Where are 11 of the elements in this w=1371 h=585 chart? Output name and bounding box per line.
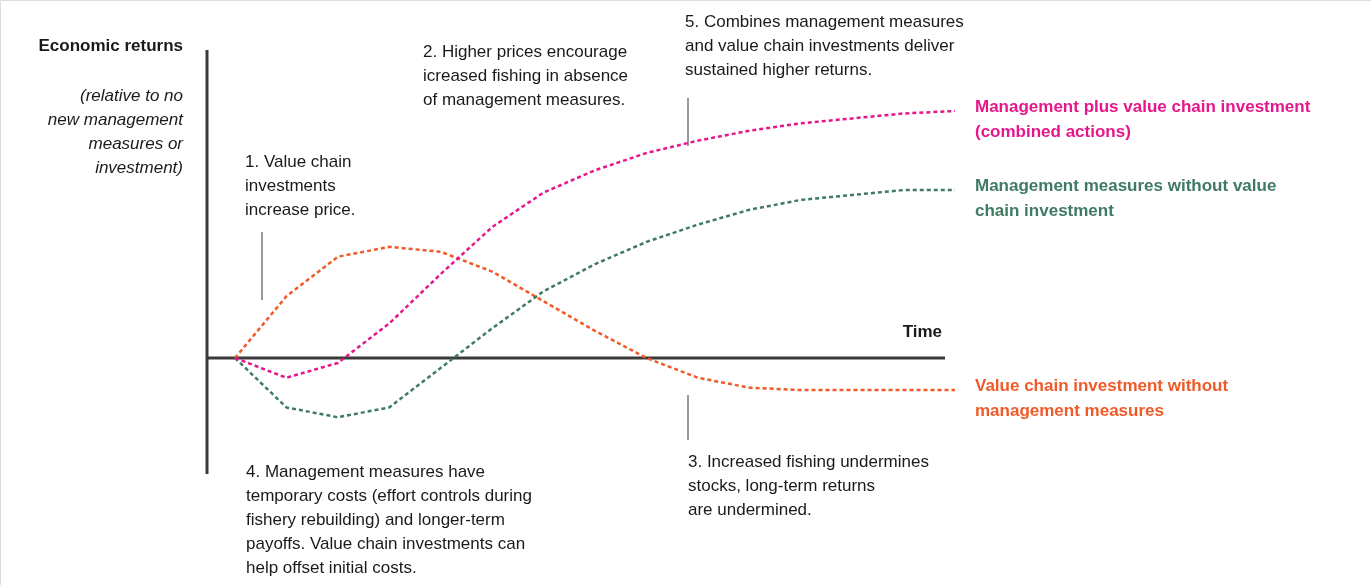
series-label: Management plus value chain investment (combined actions) [975, 97, 1311, 141]
y-axis-title: Economic returns [38, 36, 183, 55]
text: (relative to no new management measures or investment) [47, 86, 185, 177]
x-axis-title: Time [902, 322, 942, 341]
text: 2. Higher prices encourage icreased fishing in absence of management measures. [423, 42, 629, 109]
annotation: 1. Value chain investments increase price. [245, 152, 356, 219]
series-label: Management measures without value chain investment [975, 176, 1277, 221]
text: 3. Increased fishing undermines stocks, long-term returns are undermined. [688, 452, 929, 519]
series-label: Value chain investment without management measures [975, 376, 1229, 421]
text: 4. Management measures have temporary costs (effort controls during fishery rebuilding) and longer-term payoffs. Value chain investments can help offset initial costs. [246, 462, 532, 577]
text: 5. Combines management measures and value chain investments deliver sustained higher returns. [685, 12, 964, 79]
